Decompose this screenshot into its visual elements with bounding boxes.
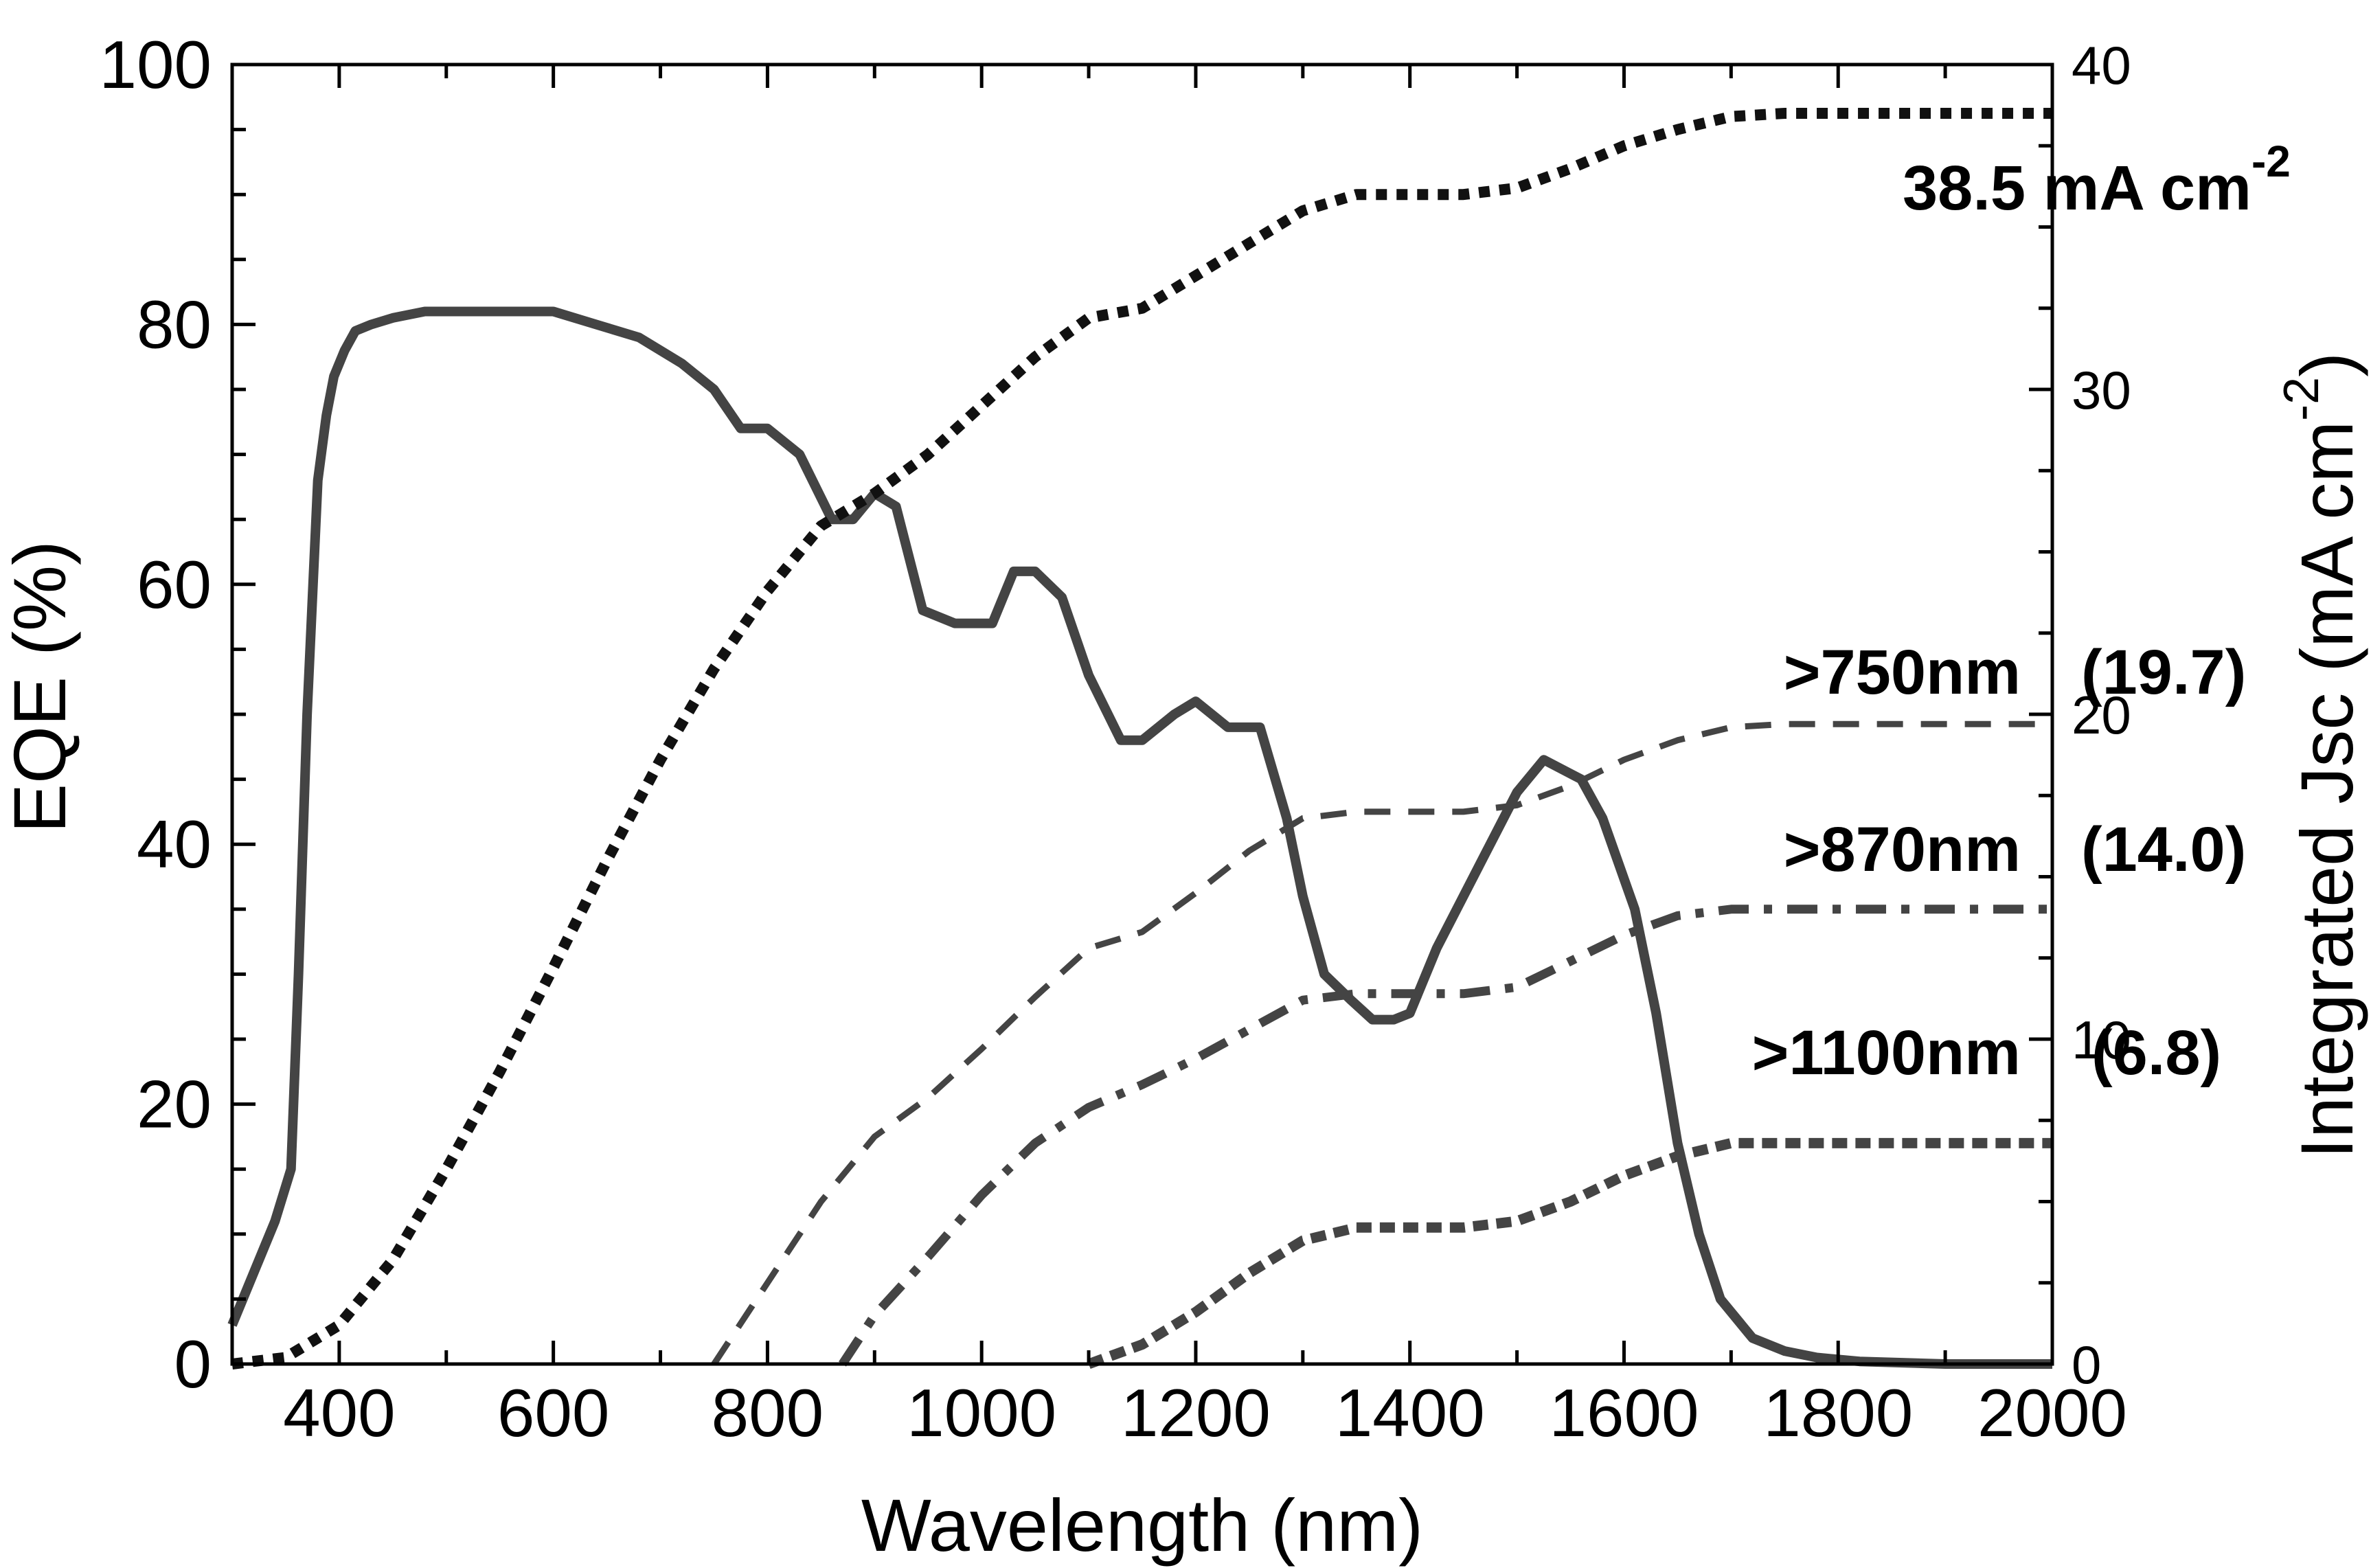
y2-axis-title-superscript: -2: [2274, 377, 2329, 421]
y2-axis-title-close: ): [2285, 352, 2368, 377]
y2-axis-title-main: Integrated Jsc (mA cm: [2285, 421, 2368, 1159]
x-tick-label: 1200: [1121, 1375, 1271, 1451]
y-tick-label: 80: [137, 286, 212, 362]
y-tick-label: 20: [137, 1067, 212, 1142]
y2-axis-title: Integrated Jsc (mA cm-2): [2274, 352, 2368, 1159]
eqe-series-line: [227, 306, 2052, 1369]
x-tick-label: 1000: [907, 1375, 1056, 1451]
x-tick-label: 800: [712, 1375, 824, 1451]
y-tick-label: 40: [137, 806, 212, 882]
total-jsc-annotation-superscript: -2: [2251, 137, 2291, 186]
y-tick-label: 0: [174, 1326, 212, 1402]
jsc-750nm-series-line: [711, 720, 2052, 1366]
jsc-870nm-series-line: [839, 905, 2052, 1367]
y-axis-title: EQE (%): [0, 541, 81, 833]
y2-tick-label: 0: [2072, 1334, 2101, 1395]
total-jsc-annotation: 38.5 mA cm-2: [1903, 137, 2291, 223]
y-tick-label: 60: [137, 547, 212, 622]
x-tick-label: 2000: [1977, 1375, 2127, 1451]
x-tick-label: 1400: [1335, 1375, 1485, 1451]
y2-tick-label: 40: [2072, 35, 2131, 95]
cutoff-label-750nm: >750nm: [1784, 637, 2021, 707]
cutoff-label-870nm: >870nm: [1784, 815, 2021, 885]
y-tick-label: 100: [99, 27, 212, 102]
cutoff-value-750nm: (19.7): [2081, 637, 2246, 707]
x-tick-label: 400: [283, 1375, 396, 1451]
axes-layer: [230, 63, 2054, 1366]
total-jsc-series-line: [231, 108, 2052, 1370]
jsc-1100nm-series-line: [1087, 1137, 2052, 1370]
y2-tick-label: 30: [2072, 360, 2131, 420]
labels-layer: 400 600 800 1000 1200 1400 1600 1800 20000204060…: [0, 27, 2368, 1567]
x-tick-label: 1600: [1549, 1375, 1699, 1451]
x-tick-label: 1800: [1763, 1375, 1913, 1451]
y2-tick-label: 10: [2072, 1010, 2131, 1070]
cutoff-value-870nm: (14.0): [2081, 815, 2246, 885]
total-jsc-annotation-main: 38.5 mA cm: [1903, 153, 2251, 223]
x-axis-title: Wavelength (nm): [861, 1484, 1423, 1567]
cutoff-value-1100nm: (6.8): [2091, 1018, 2221, 1088]
y2-tick-label: 20: [2072, 685, 2131, 745]
x-tick-label: 600: [497, 1375, 610, 1451]
series-layer: [227, 108, 2052, 1370]
cutoff-label-1100nm: >1100nm: [1752, 1018, 2021, 1088]
